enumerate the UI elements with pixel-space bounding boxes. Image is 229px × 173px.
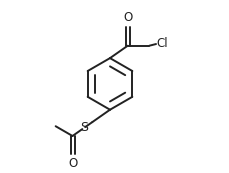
Text: O: O bbox=[68, 157, 77, 170]
Text: S: S bbox=[80, 121, 88, 134]
Text: Cl: Cl bbox=[156, 37, 168, 50]
Text: O: O bbox=[123, 11, 132, 24]
